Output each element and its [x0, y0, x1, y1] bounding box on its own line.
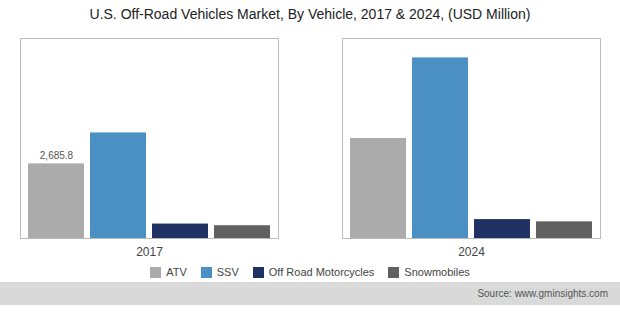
svg-text:2,685.8: 2,685.8 — [40, 150, 74, 161]
svg-text:2024: 2024 — [458, 245, 485, 259]
html-text:Source: www.gminsights.com: Source: www.gminsights.com — [477, 288, 608, 299]
html-text:ATV: ATV — [166, 266, 187, 278]
html-text:SSV: SSV — [216, 266, 239, 278]
html-text:Off Road Motorcycles: Off Road Motorcycles — [268, 266, 375, 278]
svg-text:2017: 2017 — [136, 245, 163, 259]
html-text:U.S. Off-Road Vehicles Market,: U.S. Off-Road Vehicles Market, By Vehicl… — [89, 6, 531, 22]
html-text:Snowmobiles: Snowmobiles — [404, 266, 470, 278]
